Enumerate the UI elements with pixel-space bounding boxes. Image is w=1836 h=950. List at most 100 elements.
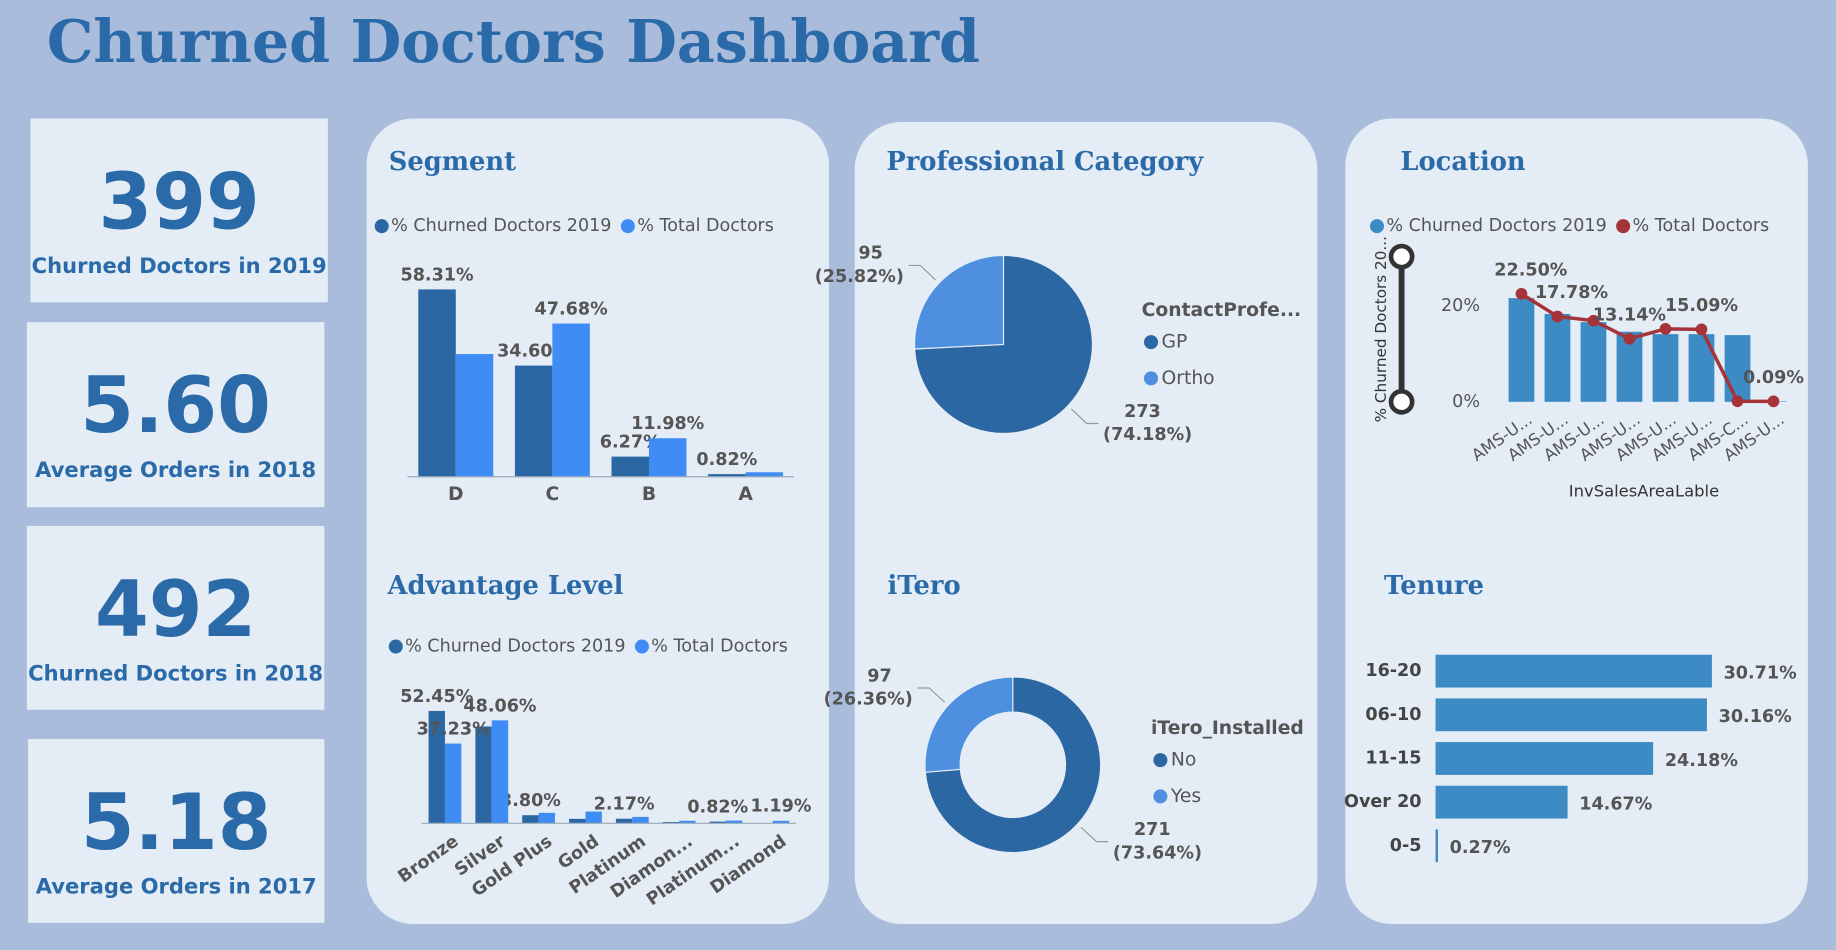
legend-label: % Total Doctors bbox=[651, 637, 788, 657]
x-tick-label: B bbox=[642, 484, 656, 505]
panel bbox=[366, 118, 830, 925]
line-marker bbox=[1551, 310, 1564, 323]
leader-line bbox=[1070, 408, 1099, 425]
legend-label: GP bbox=[1162, 332, 1188, 353]
legend-marker bbox=[388, 639, 403, 654]
legend-title: ContactProfe... bbox=[1142, 300, 1302, 321]
data-label: 2.17% bbox=[594, 795, 655, 815]
bar bbox=[1544, 313, 1571, 402]
kpi-card bbox=[28, 739, 325, 923]
bar bbox=[662, 822, 680, 824]
data-label: 34.60% bbox=[497, 342, 571, 362]
chart-title: Segment bbox=[389, 147, 516, 177]
data-label: 15.09% bbox=[1665, 296, 1739, 316]
data-label: 273 bbox=[1124, 402, 1161, 422]
data-label: 58.31% bbox=[400, 265, 474, 285]
bar bbox=[569, 818, 586, 824]
data-label: 30.16% bbox=[1719, 707, 1793, 727]
kpi-card bbox=[26, 525, 325, 710]
y-slider-handle bbox=[1388, 243, 1415, 270]
bar bbox=[455, 354, 494, 477]
chart-title: iTero bbox=[888, 571, 961, 601]
kpi-value: 5.60 bbox=[80, 361, 271, 451]
line-marker bbox=[1659, 322, 1672, 335]
legend-marker bbox=[1616, 219, 1631, 234]
legend-label: % Churned Doctors 2019 bbox=[1386, 216, 1606, 236]
legend-label: Ortho bbox=[1162, 368, 1215, 389]
x-tick-label: A bbox=[738, 484, 753, 505]
kpi-label: Average Orders in 2018 bbox=[35, 457, 316, 482]
kpi-value: 5.18 bbox=[81, 778, 272, 868]
y-axis-title: % Churned Doctors 20... bbox=[1372, 236, 1390, 422]
chart-title: Professional Category bbox=[886, 147, 1204, 177]
bar bbox=[1435, 698, 1707, 732]
y-tick-label: 06-10 bbox=[1365, 705, 1421, 725]
y-tick-label: 20% bbox=[1441, 296, 1480, 316]
data-label: 97 bbox=[867, 666, 891, 686]
chart-title: Advantage Level bbox=[387, 571, 624, 601]
y-tick-label: Over 20 bbox=[1344, 792, 1421, 812]
bar bbox=[632, 816, 649, 824]
bar bbox=[475, 726, 492, 824]
legend-marker bbox=[1153, 753, 1168, 768]
x-axis-title: InvSalesAreaLable bbox=[1569, 481, 1719, 500]
data-label: 0.82% bbox=[696, 450, 757, 470]
bar bbox=[1580, 322, 1607, 402]
line-marker bbox=[1731, 395, 1744, 408]
percent-label: (25.82%) bbox=[815, 267, 904, 287]
bar bbox=[428, 710, 445, 824]
kpi-label: Churned Doctors in 2018 bbox=[28, 661, 323, 686]
bar bbox=[585, 811, 602, 824]
bar bbox=[708, 474, 746, 477]
data-label: 52.45% bbox=[400, 687, 474, 707]
bar bbox=[522, 815, 539, 824]
leader-line bbox=[917, 687, 946, 703]
data-label: 14.67% bbox=[1579, 794, 1653, 814]
data-label: 24.18% bbox=[1665, 751, 1739, 771]
bar bbox=[1435, 654, 1712, 688]
y-slider-handle bbox=[1388, 388, 1415, 415]
slice bbox=[924, 676, 1014, 773]
kpi-card bbox=[26, 322, 325, 508]
data-label: 0.82% bbox=[687, 798, 748, 818]
bar bbox=[772, 820, 790, 824]
legend-label: % Total Doctors bbox=[1633, 216, 1770, 236]
bar bbox=[418, 289, 456, 477]
legend-marker bbox=[1143, 335, 1159, 350]
bar bbox=[444, 743, 462, 824]
bar bbox=[514, 365, 553, 477]
line-marker bbox=[1587, 314, 1600, 327]
data-label: 37.23% bbox=[417, 720, 491, 740]
legend-marker bbox=[1143, 371, 1159, 386]
legend-title: iTero_Installed bbox=[1151, 718, 1304, 739]
bar bbox=[1435, 829, 1438, 863]
legend-marker bbox=[374, 219, 389, 234]
percent-label: (73.64%) bbox=[1113, 843, 1202, 863]
bar bbox=[648, 438, 687, 477]
leader-line bbox=[908, 264, 936, 281]
data-label: 271 bbox=[1134, 820, 1171, 840]
line-marker bbox=[1695, 323, 1708, 336]
data-label: 1.19% bbox=[751, 797, 812, 817]
bar bbox=[709, 821, 726, 824]
legend-marker bbox=[1153, 789, 1168, 804]
line-marker bbox=[1623, 332, 1636, 345]
bar bbox=[491, 720, 509, 824]
slice bbox=[913, 254, 1005, 350]
chart-title: Location bbox=[1400, 147, 1525, 177]
data-label: 17.78% bbox=[1535, 283, 1609, 303]
bar bbox=[1724, 335, 1751, 402]
percent-label: (74.18%) bbox=[1103, 425, 1192, 445]
y-tick-label: 11-15 bbox=[1365, 748, 1421, 768]
bar bbox=[745, 472, 784, 477]
data-label: 11.98% bbox=[631, 414, 705, 434]
percent-label: (26.36%) bbox=[824, 690, 913, 710]
bar bbox=[1435, 785, 1568, 819]
data-label: 48.06% bbox=[463, 696, 537, 716]
bar bbox=[538, 812, 556, 824]
data-label: 22.50% bbox=[1494, 260, 1568, 280]
data-label: 0.27% bbox=[1450, 838, 1511, 858]
kpi-label: Churned Doctors in 2019 bbox=[32, 253, 327, 278]
legend-label: % Churned Doctors 2019 bbox=[391, 216, 611, 236]
data-label: 3.80% bbox=[500, 791, 561, 811]
